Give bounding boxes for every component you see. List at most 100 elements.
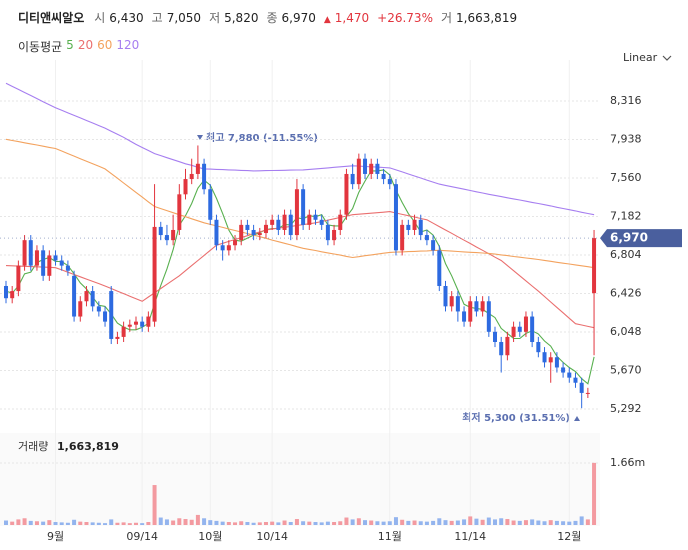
volume-bar bbox=[59, 522, 64, 525]
candle-body bbox=[4, 285, 8, 299]
candle-body bbox=[78, 301, 83, 317]
volume-bar bbox=[233, 522, 238, 525]
volume-bar bbox=[90, 522, 95, 525]
candle-body bbox=[72, 275, 77, 317]
candle-body bbox=[257, 233, 262, 236]
candle-body bbox=[109, 291, 114, 339]
volume-bar bbox=[468, 516, 473, 525]
candle-body bbox=[585, 392, 590, 394]
candle-body bbox=[493, 331, 498, 342]
scale-chevron[interactable] bbox=[662, 55, 672, 61]
change-pct: +26.73% bbox=[377, 11, 433, 25]
candle-body bbox=[65, 265, 70, 271]
volume-bar bbox=[542, 521, 547, 525]
candle-body bbox=[214, 219, 219, 246]
candle-body bbox=[164, 235, 169, 241]
candle-body bbox=[548, 357, 553, 363]
volume-bar bbox=[499, 518, 504, 525]
y-tick-label: 6,426 bbox=[610, 287, 642, 300]
candle-body bbox=[561, 367, 566, 373]
volume-bar bbox=[22, 518, 27, 525]
candle-body bbox=[338, 214, 343, 230]
volume-bar bbox=[523, 520, 528, 525]
candle-body bbox=[233, 240, 238, 246]
volume-title: 거래량 bbox=[18, 440, 48, 453]
volume-bar bbox=[536, 520, 541, 525]
candle-body bbox=[47, 255, 52, 276]
volume-bar bbox=[455, 520, 460, 525]
volume-bar bbox=[152, 485, 157, 525]
candle-body bbox=[202, 163, 207, 190]
y-tick-label: 6,048 bbox=[610, 325, 642, 338]
legend-entry: 120 bbox=[116, 38, 140, 52]
stock-name: 디티앤씨알오 bbox=[18, 11, 85, 25]
volume-bar bbox=[517, 520, 522, 525]
volume-bar bbox=[449, 520, 454, 525]
y-tick-label: 7,938 bbox=[610, 133, 642, 146]
volume-tick-label: 1.66m bbox=[610, 456, 645, 469]
candle-body bbox=[282, 214, 287, 230]
candle-body bbox=[486, 301, 491, 332]
moving-average-line bbox=[5, 169, 595, 385]
volume-pane bbox=[0, 433, 600, 526]
candle-body bbox=[140, 321, 145, 327]
min-annotation: 최저 5,300 (31.51%) bbox=[462, 411, 570, 424]
volume-bar bbox=[239, 521, 244, 525]
volume-bar bbox=[418, 521, 423, 525]
volume-bar bbox=[567, 521, 572, 525]
candle-body bbox=[59, 260, 64, 266]
volume-bar bbox=[183, 519, 188, 525]
candle-body bbox=[158, 226, 163, 236]
candle-body bbox=[505, 336, 510, 356]
y-tick-label: 5,292 bbox=[610, 402, 642, 415]
candle-body bbox=[332, 229, 337, 241]
volume-bar bbox=[65, 522, 70, 525]
max-annotation: 최고 7,880 (-11.55%) bbox=[206, 131, 318, 144]
candle-body bbox=[276, 219, 281, 230]
volume-bar bbox=[257, 522, 262, 525]
candle-body bbox=[499, 341, 504, 356]
volume-bar bbox=[4, 520, 8, 525]
volume-bar bbox=[251, 522, 256, 525]
candle-body bbox=[400, 224, 405, 251]
candle-body bbox=[530, 316, 535, 342]
volume-bar bbox=[177, 518, 182, 525]
open: 6,430 bbox=[109, 11, 144, 25]
y-tick-label: 7,560 bbox=[610, 171, 642, 184]
volume-bar bbox=[109, 519, 114, 525]
volume-bar bbox=[146, 522, 151, 525]
volume-bar bbox=[72, 519, 77, 525]
volume-bar bbox=[443, 520, 448, 525]
candle-body bbox=[455, 296, 460, 312]
open-key: 시 bbox=[94, 11, 106, 25]
candle-body bbox=[245, 224, 250, 230]
volume-bar bbox=[195, 514, 200, 525]
candle-body bbox=[239, 224, 244, 241]
y-tick-label: 6,804 bbox=[610, 248, 642, 261]
volume-bar bbox=[344, 517, 349, 525]
volume-bar bbox=[480, 519, 485, 525]
volume-bar bbox=[121, 522, 126, 525]
candle-body bbox=[152, 226, 157, 322]
candle-body bbox=[96, 306, 101, 312]
candle-body bbox=[511, 326, 516, 337]
volume-bar bbox=[294, 519, 299, 525]
volume-bar bbox=[319, 522, 324, 525]
candle-body bbox=[412, 219, 417, 230]
volume-bar bbox=[47, 520, 52, 525]
legend-entry: 60 bbox=[97, 38, 113, 52]
scale-mode[interactable]: Linear bbox=[623, 51, 658, 64]
candle-body bbox=[41, 250, 46, 276]
candle-body bbox=[220, 245, 225, 251]
volume-bar bbox=[393, 517, 398, 525]
candle-body bbox=[263, 224, 268, 234]
x-tick-label: 12월 bbox=[557, 530, 581, 543]
volume-bar bbox=[115, 522, 120, 525]
moving-average-line bbox=[5, 82, 595, 216]
volume-bar bbox=[263, 522, 268, 525]
candle-body bbox=[356, 158, 361, 185]
candle-body bbox=[127, 324, 132, 327]
candle-body bbox=[369, 163, 374, 174]
volume-bar bbox=[220, 521, 225, 525]
candle-body bbox=[171, 229, 176, 241]
